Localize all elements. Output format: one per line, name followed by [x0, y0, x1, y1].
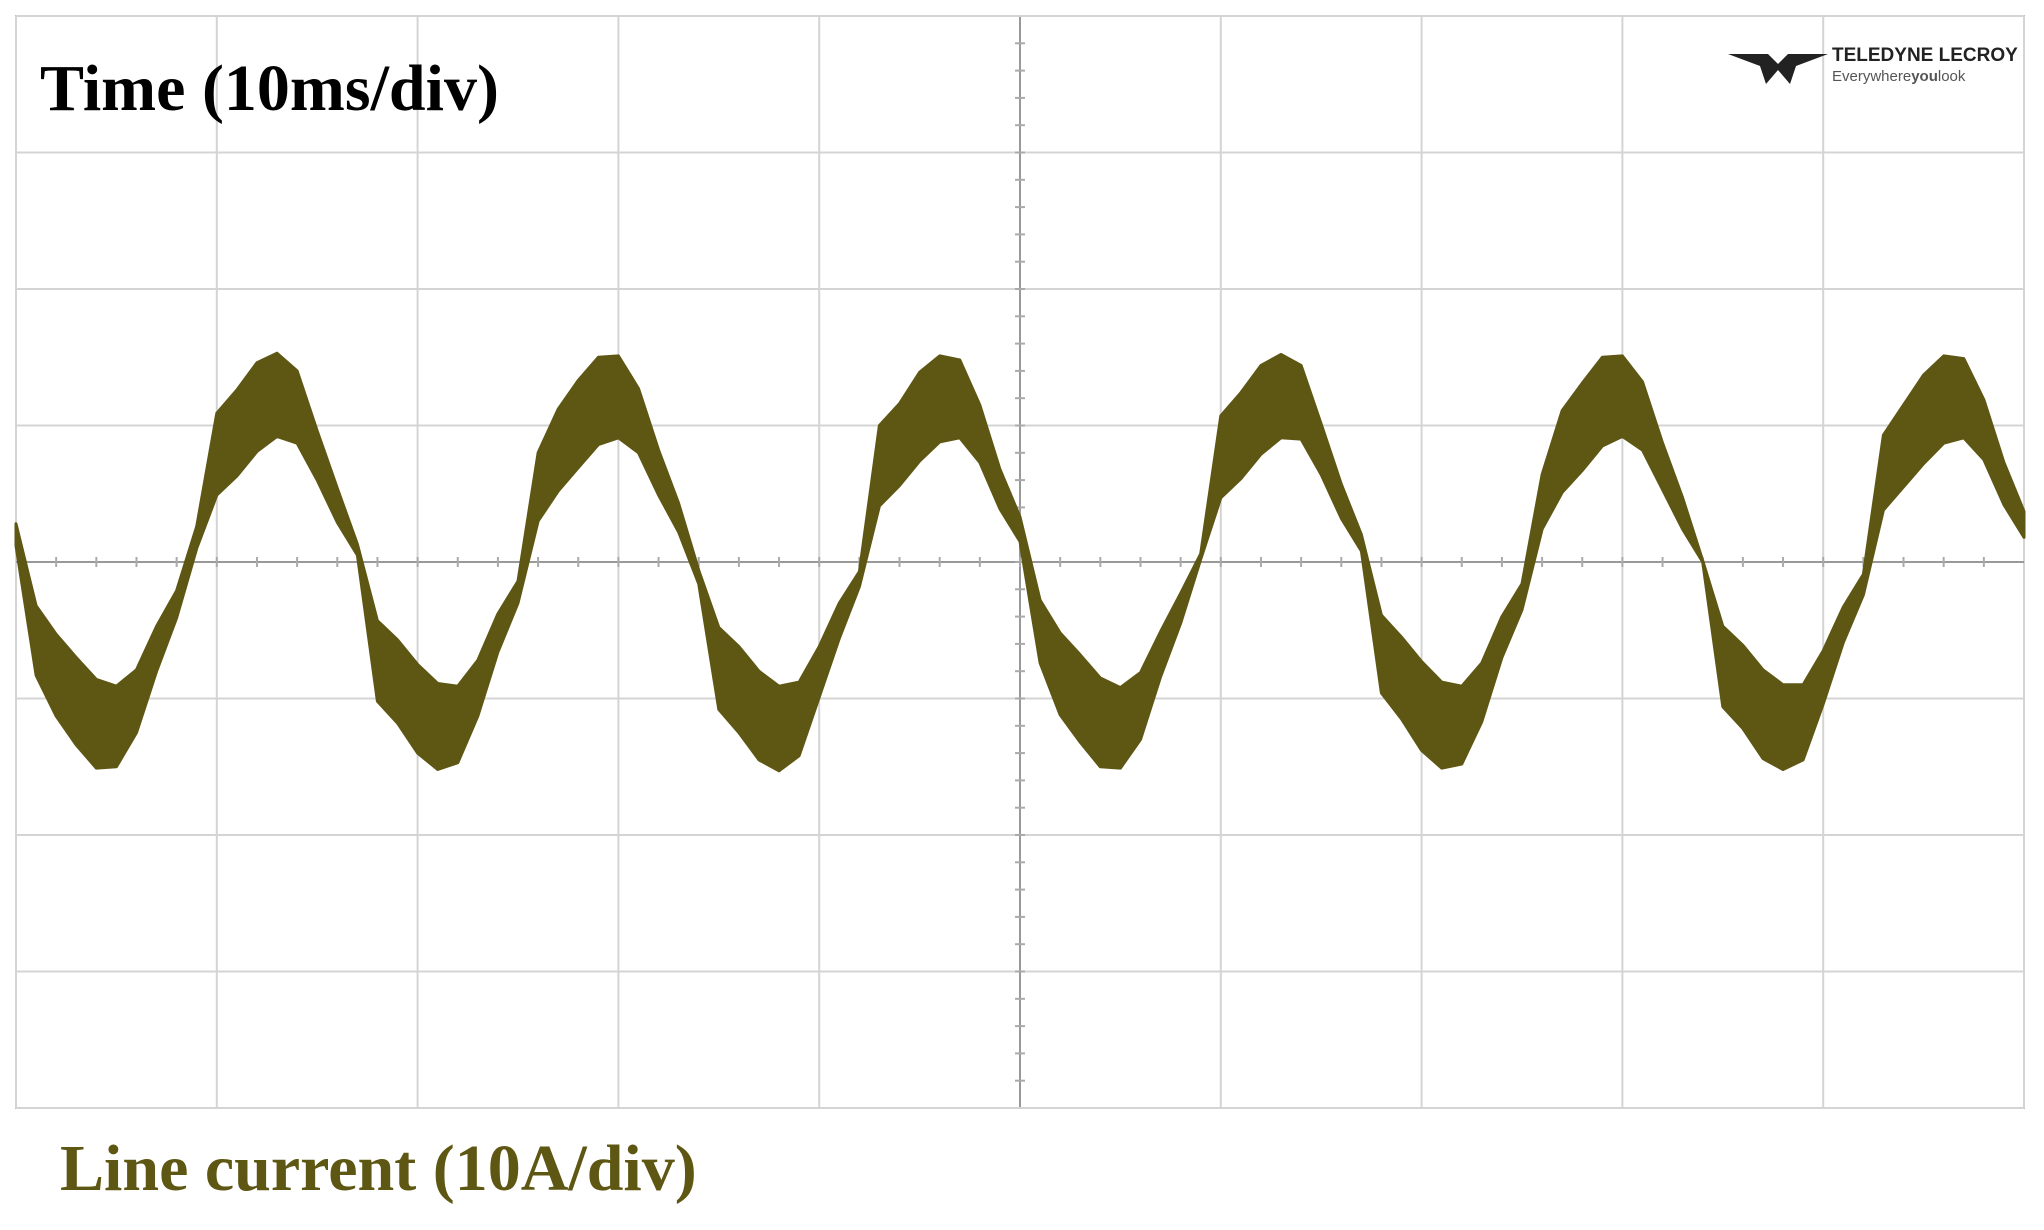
tagline-part: Everywhere	[1832, 68, 1911, 85]
y-axis-label: Line current (10A/div)	[60, 1132, 697, 1205]
logo: TELEDYNE LECROY Everywhereyoulook	[1728, 45, 2018, 85]
logo-tagline: Everywhereyoulook	[1832, 68, 1966, 85]
logo-icon	[1728, 54, 1828, 84]
grid	[15, 15, 2025, 1109]
marks	[14, 351, 2026, 773]
tagline-part: look	[1938, 68, 1966, 85]
logo-name: TELEDYNE LECROY	[1832, 45, 2018, 66]
waveform-band	[14, 351, 2026, 773]
tagline-part: you	[1911, 68, 1938, 85]
chart-title: Time (10ms/div)	[40, 52, 499, 125]
